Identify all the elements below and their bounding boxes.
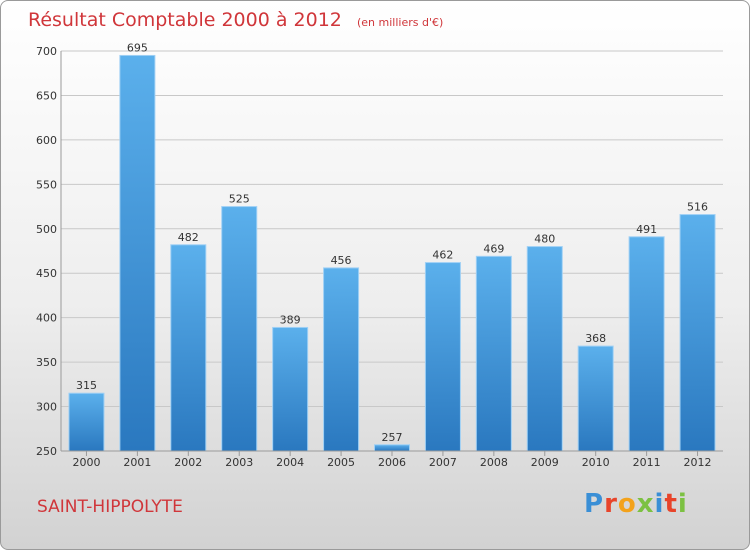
y-axis: 250 300 350 400 450 500 550 600 650 700 (36, 45, 62, 458)
x-tick-label: 2012 (684, 456, 712, 469)
y-tick-label: 400 (36, 312, 57, 325)
bar-2008 (475, 255, 512, 452)
bar-2006 (374, 444, 410, 452)
y-tick-label: 300 (36, 401, 57, 414)
bar-2002 (170, 244, 207, 452)
bar-value-label: 469 (483, 242, 504, 255)
x-tick-label: 2007 (429, 456, 457, 469)
bar-2009 (526, 246, 563, 452)
bar-2007 (424, 262, 461, 452)
y-tick-label: 500 (36, 223, 57, 236)
bar-value-label: 525 (229, 193, 250, 206)
bar-value-label: 482 (178, 231, 199, 244)
y-tick-label: 450 (36, 267, 57, 280)
y-tick-label: 550 (36, 178, 57, 191)
logo-letter: i (654, 489, 665, 519)
chart-title-row: Résultat Comptable 2000 à 2012 (en milli… (28, 9, 443, 31)
bar-2010 (577, 345, 614, 452)
logo-letter: P (584, 489, 605, 519)
x-tick-label: 2010 (582, 456, 610, 469)
x-tick-label: 2000 (72, 456, 100, 469)
bar-value-label: 480 (534, 233, 555, 246)
logo-letter: r (604, 489, 618, 519)
x-tick-label: 2004 (276, 456, 304, 469)
commune-name: SAINT-HIPPOLYTE (37, 497, 183, 517)
bar-value-label: 516 (687, 201, 708, 214)
y-tick-label: 250 (36, 445, 57, 458)
bar-2001 (119, 54, 156, 452)
bar-2005 (323, 267, 360, 452)
bar-value-label: 257 (382, 431, 403, 444)
x-axis: 2000 2001 2002 2003 2004 2005 2006 2007 2008 2009… (61, 450, 723, 469)
logo-letter: o (617, 489, 637, 519)
logo-letter: i (677, 489, 688, 519)
bar-2012 (679, 214, 716, 452)
logo-letter: x (636, 489, 655, 519)
bar-2000 (68, 392, 105, 452)
bar-2003 (221, 206, 258, 452)
logo-letter: t (664, 489, 678, 519)
x-tick-label: 2005 (327, 456, 355, 469)
x-tick-label: 2003 (225, 456, 253, 469)
bar-value-label: 462 (432, 249, 453, 262)
grid-lines (61, 50, 723, 452)
x-tick-label: 2006 (378, 456, 406, 469)
y-tick-label: 700 (36, 45, 57, 58)
x-tick-label: 2008 (480, 456, 508, 469)
y-tick-label: 650 (36, 89, 57, 102)
bar-2004 (272, 326, 309, 452)
y-tick-label: 600 (36, 134, 57, 147)
proxiti-logo: Proxiti (584, 489, 688, 519)
bar-value-label: 491 (636, 223, 657, 236)
x-tick-label: 2001 (123, 456, 151, 469)
bar-value-label: 315 (76, 379, 97, 392)
x-tick-label: 2011 (633, 456, 661, 469)
x-tick-label: 2002 (174, 456, 202, 469)
y-tick-label: 350 (36, 356, 57, 369)
chart-unit: (en milliers d'€) (356, 16, 444, 29)
x-tick-label: 2009 (531, 456, 559, 469)
bar-2011 (628, 236, 665, 452)
bar-value-label: 695 (127, 41, 148, 54)
bar-value-label: 368 (585, 332, 606, 345)
bars: 315 695 482 525 389 456 257 462 469 480 368 491 516 (68, 41, 716, 452)
bar-value-label: 389 (280, 313, 301, 326)
chart-title: Résultat Comptable 2000 à 2012 (28, 9, 342, 31)
bar-value-label: 456 (331, 254, 352, 267)
